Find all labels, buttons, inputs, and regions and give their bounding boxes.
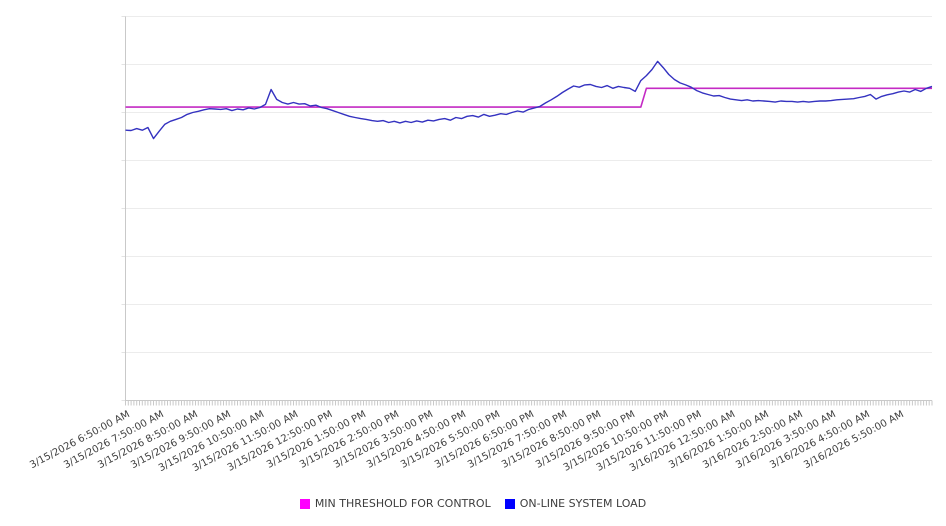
legend-item-system-load[interactable]: ON-LINE SYSTEM LOAD: [504, 497, 647, 510]
legend-item-min-threshold[interactable]: MIN THRESHOLD FOR CONTROL: [299, 497, 491, 510]
legend-swatch-min-threshold: [299, 498, 310, 509]
x-axis-ticks: [125, 400, 933, 406]
legend-swatch-system-load: [504, 498, 515, 509]
legend-label-min-threshold: MIN THRESHOLD FOR CONTROL: [314, 497, 491, 510]
y-axis-ticks: [121, 16, 126, 401]
load-line: [125, 60, 933, 140]
legend-label-system-load: ON-LINE SYSTEM LOAD: [519, 497, 647, 510]
gridlines: [125, 16, 932, 353]
chart-legend: MIN THRESHOLD FOR CONTROL ON-LINE SYSTEM…: [0, 497, 946, 510]
threshold-line: [125, 87, 932, 108]
